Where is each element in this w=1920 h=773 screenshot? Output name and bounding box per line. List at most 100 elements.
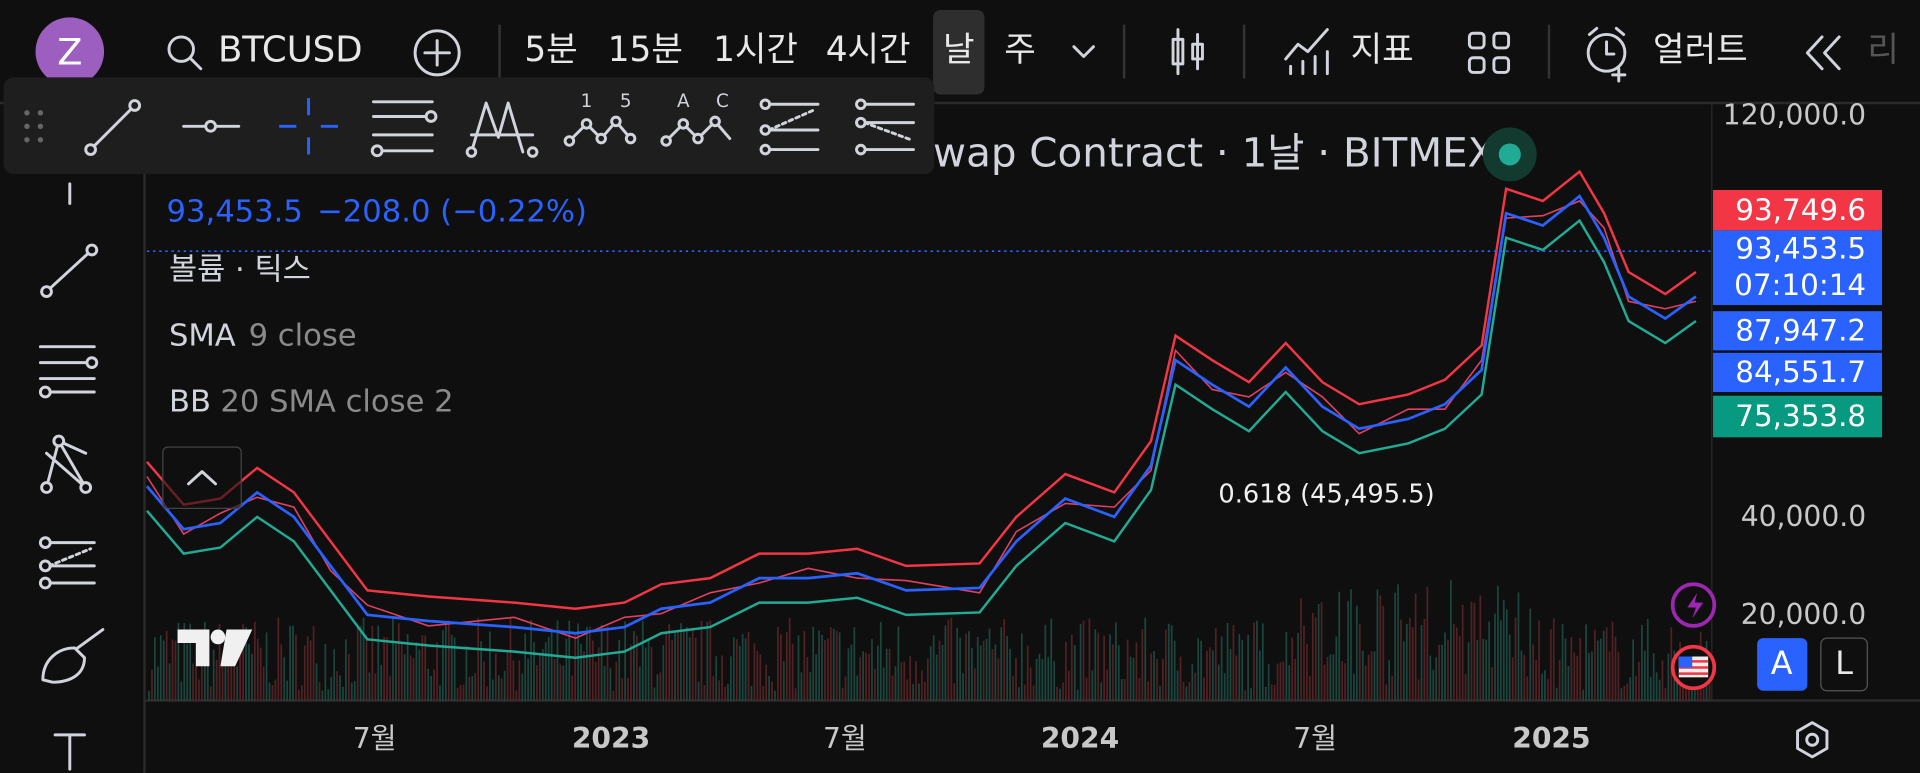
interval-dropdown[interactable] <box>1072 45 1095 58</box>
collapse-legend[interactable] <box>162 446 242 509</box>
interval-button[interactable]: 4시간 <box>826 30 911 70</box>
volume-bar <box>882 667 885 701</box>
volume-bar <box>1588 653 1590 701</box>
brush-tool[interactable] <box>41 628 105 684</box>
trendline-tool[interactable] <box>40 243 99 298</box>
volume-bar <box>365 634 368 701</box>
symbol[interactable]: BTCUSD <box>218 30 363 71</box>
volume-bar <box>668 624 671 701</box>
volume-bar <box>1138 678 1141 701</box>
tool-projection[interactable] <box>855 98 915 156</box>
volume-bar <box>362 617 365 701</box>
volume-bar <box>932 635 935 701</box>
avatar[interactable] <box>35 17 105 86</box>
price-tick-label: 40,000.0 <box>1741 500 1866 533</box>
volume-bar <box>844 676 847 701</box>
tool-pattern[interactable] <box>465 101 539 158</box>
volume-bar <box>1435 657 1438 701</box>
volume-bar <box>1073 644 1076 701</box>
volume-bar <box>1147 681 1150 701</box>
volume-bar <box>212 649 215 701</box>
interval-button[interactable]: 주 <box>1004 30 1036 70</box>
volume-bar <box>768 676 770 701</box>
volume-bar <box>465 646 468 701</box>
volume-bar <box>1638 661 1640 701</box>
search-icon[interactable] <box>167 35 195 63</box>
tool-parallel-channel[interactable] <box>370 100 438 158</box>
volume-bar <box>1270 684 1273 701</box>
volume-bar <box>148 690 150 701</box>
volume-bar <box>850 644 853 701</box>
volume-bar <box>1329 654 1332 701</box>
search-icon <box>189 57 203 71</box>
volume-bar <box>1056 686 1058 701</box>
sma-name[interactable]: SMA <box>169 318 236 353</box>
volume-bar <box>633 631 635 701</box>
volume-bar <box>968 631 970 701</box>
volume-legend[interactable]: 볼륨 · 틱스 <box>169 252 311 287</box>
volume-bar <box>727 683 729 701</box>
volume-bar <box>603 665 606 701</box>
volume-bar <box>894 666 897 701</box>
forecast-tool[interactable] <box>38 536 96 590</box>
volume-bar <box>659 672 662 701</box>
volume-bar <box>677 631 679 701</box>
alert-icon[interactable] <box>1586 26 1627 83</box>
volume-bar <box>615 661 618 701</box>
indicators-button[interactable]: 지표 <box>1351 30 1414 70</box>
volume-bar <box>912 684 914 701</box>
time-tick-label: 2024 <box>1041 722 1119 755</box>
interval-button[interactable]: 날 <box>943 30 975 70</box>
volume-bar <box>1385 684 1388 701</box>
volume-bar <box>1458 636 1461 701</box>
volume-bar <box>788 617 791 701</box>
layout-icon[interactable] <box>1467 31 1511 74</box>
log-scale-button[interactable] <box>1820 637 1868 692</box>
tool-line[interactable] <box>84 99 142 156</box>
volume-bar <box>785 632 788 701</box>
volume-bar <box>1141 629 1144 701</box>
add-symbol[interactable] <box>413 29 461 77</box>
volume-bar <box>612 690 615 701</box>
volume-bar <box>1323 664 1326 701</box>
time-tick-label: 7월 <box>353 722 397 755</box>
volume-bar <box>380 664 383 701</box>
tool-elliott[interactable] <box>563 115 637 147</box>
drag-handle[interactable] <box>24 110 44 143</box>
volume-bar <box>1535 659 1537 701</box>
price-tick-label: 20,000.0 <box>1741 598 1866 631</box>
interval-button[interactable]: 15분 <box>608 30 683 70</box>
fib-tool[interactable] <box>38 345 99 399</box>
interval-button[interactable]: 5분 <box>524 30 577 70</box>
indicators-icon[interactable] <box>1284 28 1329 76</box>
pattern-tool[interactable] <box>40 434 93 494</box>
volume-bar <box>1476 639 1479 701</box>
volume-bar <box>1306 643 1308 701</box>
candle-icon[interactable] <box>1171 28 1204 76</box>
volume-bar <box>1123 679 1126 701</box>
volume-bar <box>759 654 762 701</box>
tool-cross-line[interactable] <box>279 98 338 155</box>
bb-name[interactable]: BB <box>169 385 211 420</box>
volume-bar <box>627 677 629 701</box>
volume-bar <box>809 672 812 701</box>
volume-bar <box>295 634 297 701</box>
volume-bar <box>1182 681 1185 701</box>
tool-forecast[interactable] <box>759 98 820 156</box>
volume-bar <box>518 660 521 701</box>
auto-scale-button[interactable] <box>1757 638 1808 691</box>
text-tool[interactable] <box>53 733 86 771</box>
volume-bar <box>947 619 950 701</box>
settings-icon[interactable] <box>1796 721 1829 759</box>
tool-abcd[interactable] <box>660 115 732 147</box>
volume-bar <box>206 637 209 701</box>
tool-horizontal-ray[interactable] <box>182 119 241 133</box>
volume-bar <box>1029 667 1032 701</box>
alerts-button[interactable]: 얼러트 <box>1653 30 1748 70</box>
price-axis: 120,000.0 40,000.0 20,000.0 93,749.6 93,453.… <box>1713 99 1883 631</box>
volume-bar <box>671 640 673 701</box>
collapse-icon[interactable] <box>1805 35 1841 71</box>
interval-button[interactable]: 1시간 <box>713 30 798 70</box>
more-item[interactable]: 리 <box>1867 30 1899 70</box>
volume-bar <box>371 625 374 701</box>
